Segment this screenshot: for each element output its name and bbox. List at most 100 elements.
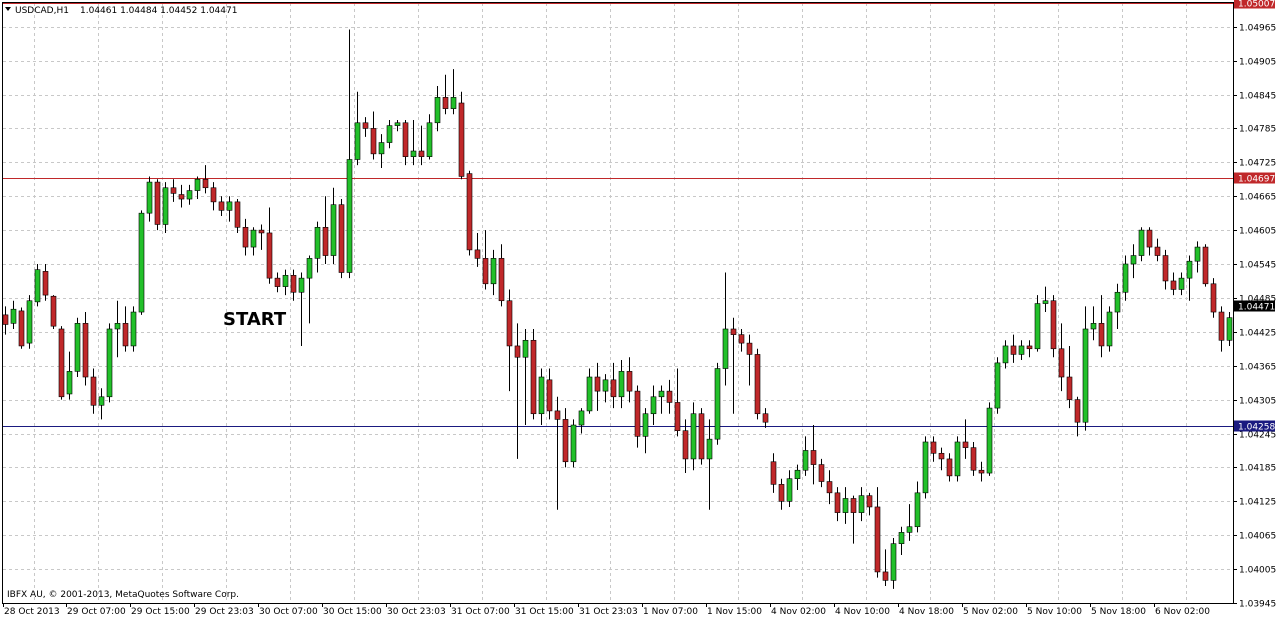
bear-candle-body xyxy=(530,339,537,415)
ohlc-label: 1.04461 1.04484 1.04452 1.04471 xyxy=(80,6,237,16)
bear-candle-body xyxy=(866,495,873,508)
x-tick-label: 29 Oct 07:00 xyxy=(67,607,126,617)
bear-candle-body xyxy=(202,178,209,189)
candle xyxy=(250,227,257,256)
x-tick-label: 1 Nov 07:00 xyxy=(643,607,698,617)
candle xyxy=(58,326,65,400)
bull-candle-body xyxy=(306,258,313,279)
x-tick-label: 29 Oct 23:03 xyxy=(195,607,254,617)
bear-candle-body xyxy=(698,413,705,460)
bull-candle-body xyxy=(802,450,809,471)
bear-candle-body xyxy=(514,345,521,358)
candle xyxy=(82,312,89,386)
triangle-down-icon[interactable] xyxy=(5,7,11,11)
x-tick-label: 29 Oct 15:00 xyxy=(131,607,190,617)
bull-candle-body xyxy=(410,150,417,157)
bear-candle-body xyxy=(738,334,745,344)
candle xyxy=(1146,227,1153,256)
candle xyxy=(1138,227,1145,262)
candle xyxy=(506,289,513,392)
candle xyxy=(266,207,273,284)
bull-candle-body xyxy=(570,424,577,463)
candle xyxy=(178,184,185,208)
candle xyxy=(570,419,577,468)
candle xyxy=(954,436,961,482)
candle xyxy=(754,348,761,420)
bear-candle-body xyxy=(370,128,377,155)
bull-candle-body xyxy=(954,441,961,477)
bull-candle-body xyxy=(74,323,81,372)
candle xyxy=(666,379,673,414)
x-tick-label: 31 Oct 07:00 xyxy=(451,607,510,617)
candle xyxy=(362,117,369,137)
bull-candle-body xyxy=(1106,311,1113,347)
candle xyxy=(42,264,49,301)
bull-candle-body xyxy=(114,323,121,330)
bull-candle-body xyxy=(330,204,337,256)
candle xyxy=(594,362,601,411)
y-tick-label: 1.04305 xyxy=(1239,397,1276,407)
candle xyxy=(290,269,297,301)
y-tick-label: 1.04545 xyxy=(1239,261,1276,271)
bear-candle-body xyxy=(1058,348,1065,378)
candle xyxy=(298,272,305,346)
bull-candle-body xyxy=(282,275,289,287)
bear-candle-body xyxy=(274,277,281,287)
bear-candle-body xyxy=(882,571,889,581)
candle xyxy=(858,487,865,522)
bull-candle-body xyxy=(10,308,17,324)
candle xyxy=(626,357,633,403)
candle xyxy=(490,249,497,296)
bear-candle-body xyxy=(154,181,161,225)
bull-candle-body xyxy=(130,311,137,347)
bear-candle-body xyxy=(682,430,689,460)
candle xyxy=(1082,306,1089,431)
x-tick-label: 5 Nov 18:00 xyxy=(1091,607,1146,617)
bear-candle-body xyxy=(930,441,937,454)
bear-candle-body xyxy=(1074,399,1081,423)
bear-candle-body xyxy=(402,122,409,157)
bull-candle-body xyxy=(250,229,257,248)
bear-candle-body xyxy=(826,481,833,494)
candle xyxy=(538,368,545,426)
candle xyxy=(210,182,217,211)
candle xyxy=(442,74,449,115)
candle xyxy=(634,385,641,448)
bull-candle-body xyxy=(354,122,361,160)
candle xyxy=(1058,323,1065,392)
candle xyxy=(346,29,353,279)
bull-candle-body xyxy=(1042,300,1049,304)
bear-candle-body xyxy=(1026,345,1033,350)
candle xyxy=(978,461,985,482)
bull-candle-body xyxy=(138,212,145,313)
candle xyxy=(962,419,969,459)
candle xyxy=(90,368,97,414)
bull-candle-body xyxy=(298,277,305,293)
bull-candle-body xyxy=(602,379,609,392)
bear-candle-body xyxy=(970,447,977,471)
bear-candle-body xyxy=(322,226,329,256)
bear-candle-body xyxy=(122,323,129,347)
bull-candle-body xyxy=(146,181,153,214)
x-axis: 28 Oct 2013 29 Oct 07:00 29 Oct 15:00 29 Oc… xyxy=(3,603,1210,617)
candle xyxy=(778,478,785,510)
candle xyxy=(138,210,145,315)
bull-candle-body xyxy=(106,328,113,398)
bear-candle-body xyxy=(474,249,481,259)
y-tick-label: 1.04245 xyxy=(1239,431,1276,441)
bull-candle-body xyxy=(1130,255,1137,265)
bear-candle-body xyxy=(466,173,473,251)
bear-candle-body xyxy=(978,469,985,474)
bear-candle-body xyxy=(290,275,297,293)
candle xyxy=(586,368,593,414)
candle xyxy=(234,199,241,233)
candle xyxy=(1074,396,1081,437)
bear-candle-body xyxy=(850,498,857,513)
start-annotation: START xyxy=(223,309,287,330)
bull-candle-body xyxy=(642,413,649,437)
candle xyxy=(170,179,177,202)
bear-candle-body xyxy=(1066,376,1073,400)
bear-candle-body xyxy=(362,122,369,129)
candle xyxy=(402,119,409,166)
